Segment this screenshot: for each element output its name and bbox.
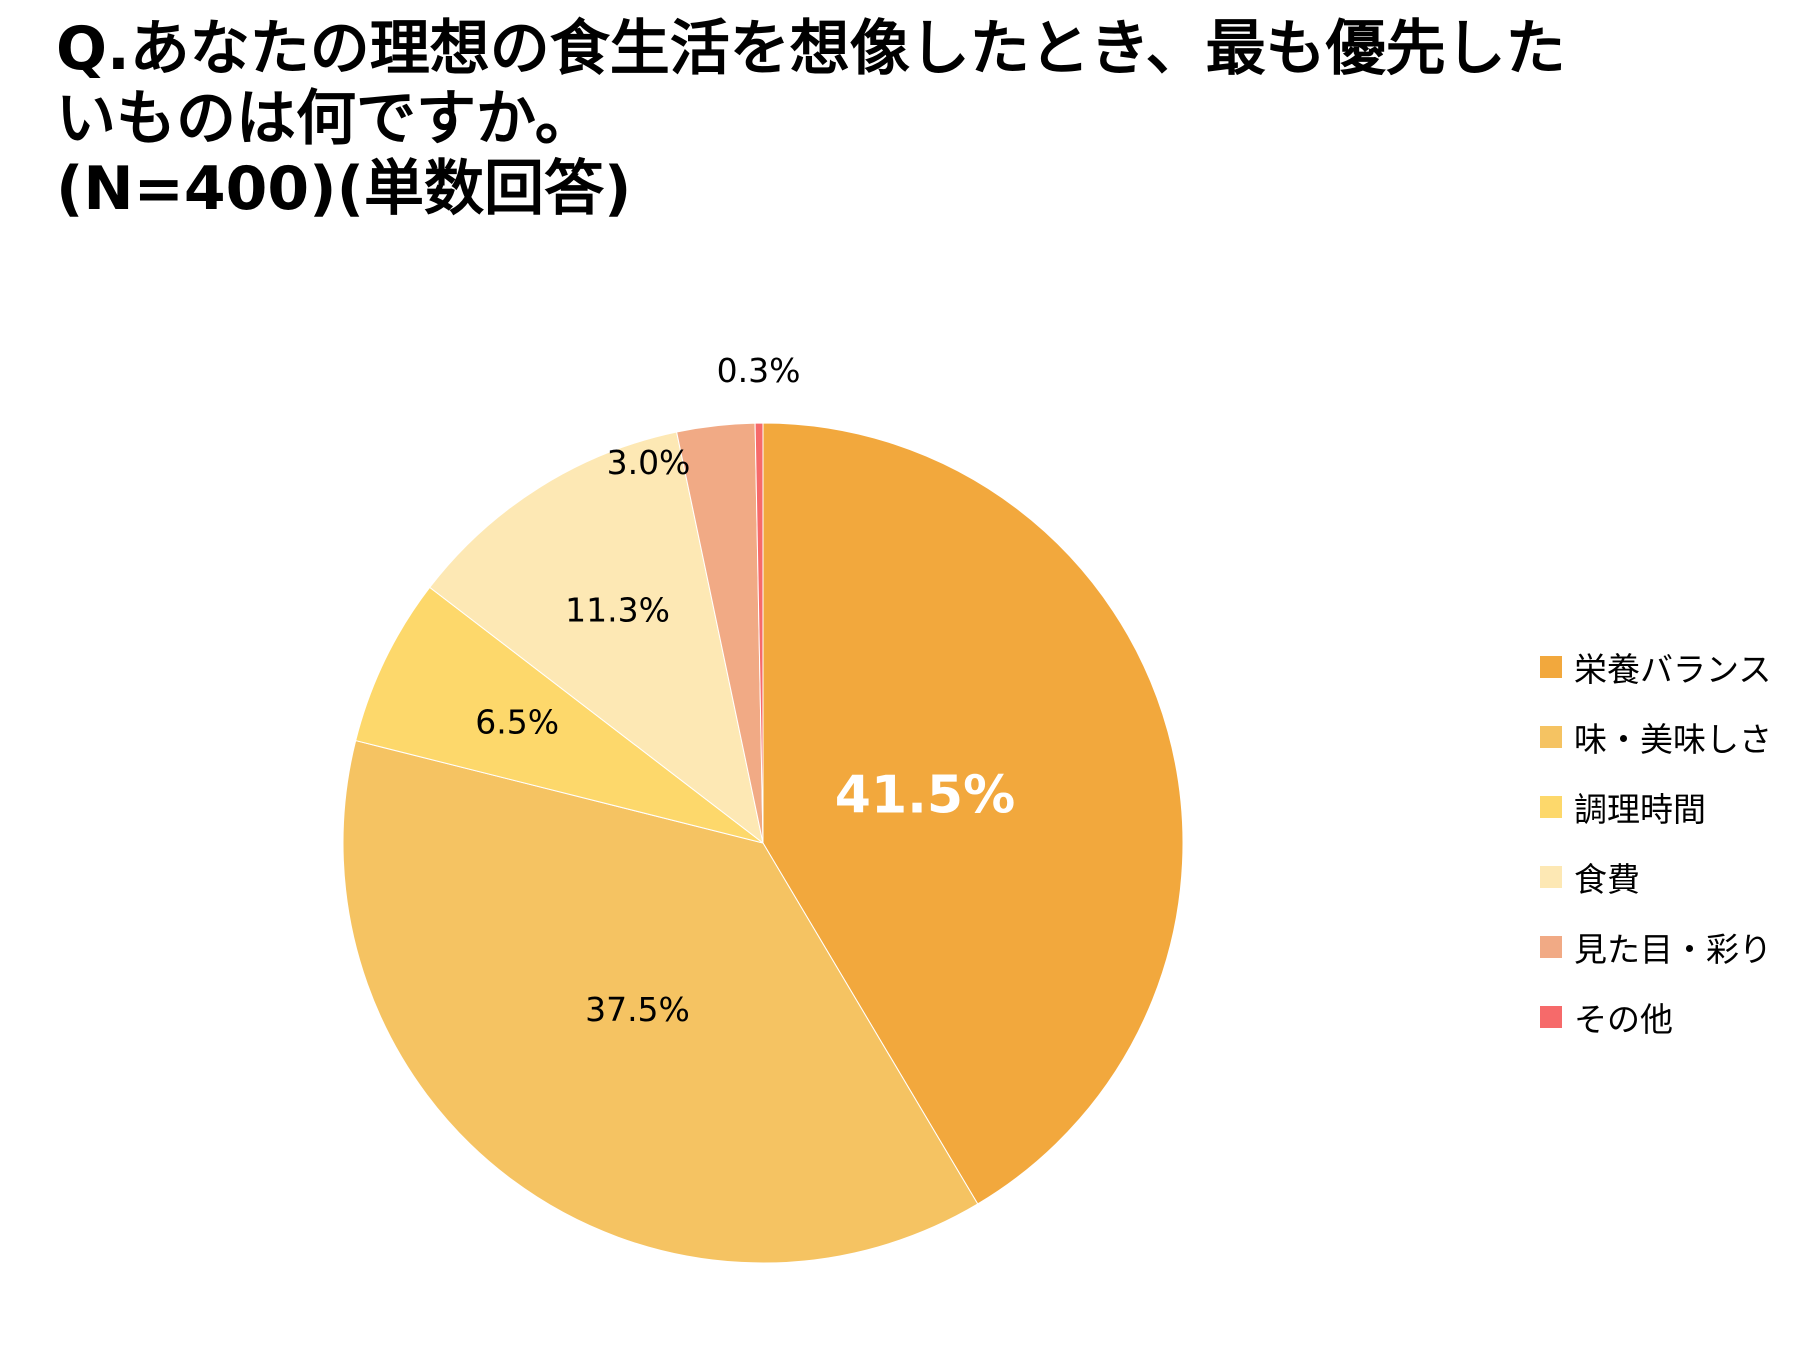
legend-label: 見た目・彩り <box>1574 930 1772 969</box>
chart-title-line-1: Q.あなたの理想の食生活を想像したとき、最も優先した <box>56 14 1566 84</box>
pie-data-label: 37.5% <box>585 990 690 1029</box>
legend-label: 味・美味しさ <box>1574 720 1772 759</box>
pie-slice <box>762 422 1184 1205</box>
legend-item: その他 <box>1540 982 1772 1052</box>
legend-item: 食費 <box>1540 842 1772 912</box>
legend-swatch <box>1540 656 1562 678</box>
pie-data-label: 11.3% <box>565 591 670 630</box>
chart-title: Q.あなたの理想の食生活を想像したとき、最も優先した いものは何ですか。 (N=… <box>56 14 1736 224</box>
legend-swatch <box>1540 936 1562 958</box>
legend-label: 調理時間 <box>1574 790 1706 829</box>
legend-swatch <box>1540 866 1562 888</box>
pie-slice <box>355 586 764 844</box>
pie-slice <box>342 739 979 1264</box>
pie-data-label: 41.5% <box>835 766 1015 826</box>
pie-data-labels: 41.5% 37.5% 6.5% 11.3% 3.0% 0.3% <box>475 351 1015 1029</box>
legend-item: 味・美味しさ <box>1540 702 1772 772</box>
legend-item: 見た目・彩り <box>1540 912 1772 982</box>
chart-title-line-3: (N=400)(単数回答) <box>56 154 632 224</box>
chart-title-line-2: いものは何ですか。 <box>56 84 595 154</box>
legend-item: 栄養バランス <box>1540 632 1772 702</box>
legend-label: その他 <box>1574 1000 1673 1039</box>
legend-swatch <box>1540 796 1562 818</box>
pie-data-label: 0.3% <box>717 351 801 390</box>
pie-slice <box>429 431 764 845</box>
pie-data-label: 6.5% <box>475 703 559 742</box>
legend-label: 食費 <box>1574 860 1640 899</box>
legend-swatch <box>1540 726 1562 748</box>
pie-slice <box>754 422 764 844</box>
pie-data-label: 3.0% <box>607 443 691 482</box>
legend-swatch <box>1540 1006 1562 1028</box>
legend-label: 栄養バランス <box>1574 650 1772 689</box>
pie-slices <box>342 422 1184 1264</box>
legend-item: 調理時間 <box>1540 772 1772 842</box>
legend: 栄養バランス 味・美味しさ 調理時間 食費 見た目・彩り その他 <box>1540 632 1772 1052</box>
